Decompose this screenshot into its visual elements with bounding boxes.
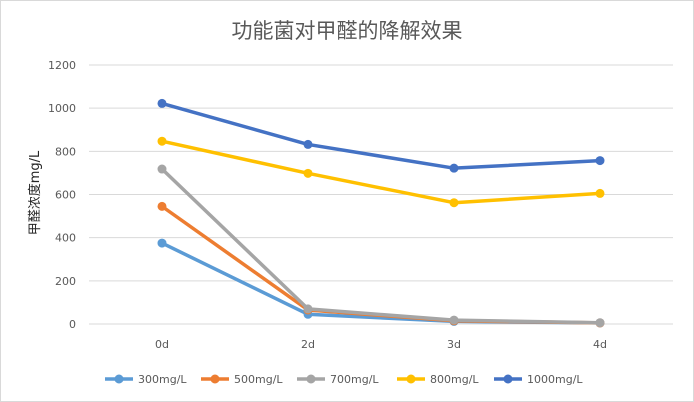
legend-marker bbox=[306, 374, 316, 384]
series-line bbox=[160, 101, 602, 170]
legend-item: 1000mg/L bbox=[494, 373, 583, 386]
legend-item: 800mg/L bbox=[397, 373, 479, 386]
series-lines bbox=[157, 98, 605, 328]
series-4 bbox=[157, 98, 605, 173]
data-point bbox=[449, 198, 459, 208]
y-tick-label: 1200 bbox=[48, 59, 76, 72]
data-point bbox=[595, 188, 605, 198]
legend-marker bbox=[406, 374, 416, 384]
y-tick-label: 600 bbox=[55, 189, 76, 202]
data-point bbox=[157, 98, 167, 108]
legend-label: 500mg/L bbox=[234, 373, 283, 386]
chart-title: 功能菌对甲醛的降解效果 bbox=[232, 19, 463, 43]
series-3 bbox=[157, 136, 605, 208]
x-tick-label: 3d bbox=[447, 338, 461, 351]
legend-marker bbox=[503, 374, 513, 384]
y-tick-label: 800 bbox=[55, 145, 76, 158]
data-point bbox=[157, 201, 167, 211]
data-point bbox=[595, 156, 605, 166]
legend-label: 1000mg/L bbox=[527, 373, 583, 386]
data-point bbox=[449, 315, 459, 325]
legend-marker bbox=[114, 374, 124, 384]
data-point bbox=[157, 164, 167, 174]
legend-item: 300mg/L bbox=[105, 373, 187, 386]
series-1 bbox=[157, 201, 605, 328]
data-point bbox=[449, 163, 459, 173]
y-tick-label: 200 bbox=[55, 275, 76, 288]
y-tick-label: 1000 bbox=[48, 102, 76, 115]
legend-label: 300mg/L bbox=[138, 373, 187, 386]
legend: 300mg/L 500mg/L 700mg/L 800mg/L 1000mg/L bbox=[105, 373, 583, 386]
data-point bbox=[157, 136, 167, 146]
data-point bbox=[303, 168, 313, 178]
x-tick-label: 2d bbox=[301, 338, 315, 351]
data-point bbox=[595, 318, 605, 328]
series-line bbox=[160, 204, 602, 325]
y-axis-ticks: 0 200 400 600 800 1000 1200 bbox=[48, 59, 76, 331]
legend-label: 700mg/L bbox=[330, 373, 379, 386]
legend-item: 700mg/L bbox=[297, 373, 379, 386]
legend-marker bbox=[210, 374, 220, 384]
y-tick-label: 0 bbox=[69, 318, 76, 331]
data-point bbox=[157, 238, 167, 248]
x-tick-label: 4d bbox=[593, 338, 607, 351]
series-line bbox=[160, 139, 602, 205]
legend-label: 800mg/L bbox=[430, 373, 479, 386]
data-point bbox=[303, 139, 313, 149]
x-axis-ticks: 0d 2d 3d 4d bbox=[155, 338, 607, 351]
data-point bbox=[303, 304, 313, 314]
series-2 bbox=[157, 164, 605, 328]
y-axis-title: 甲醛浓度mg/L bbox=[27, 150, 43, 235]
x-tick-label: 0d bbox=[155, 338, 169, 351]
legend-item: 500mg/L bbox=[201, 373, 283, 386]
series-line bbox=[160, 167, 602, 325]
y-tick-label: 400 bbox=[55, 232, 76, 245]
